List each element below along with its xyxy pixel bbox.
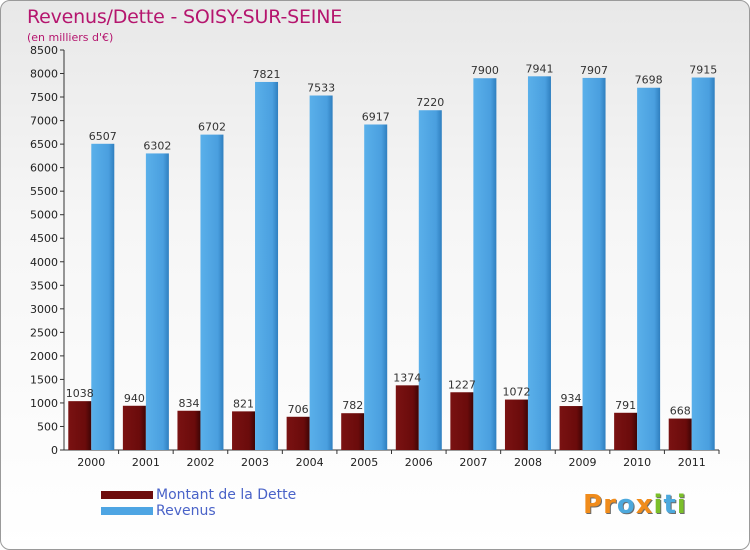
y-tick-label: 7000 [30,115,58,128]
legend-swatch-dette [101,491,153,499]
revenus-bar [418,110,442,450]
data-label: 782 [342,399,363,412]
data-label: 1072 [502,386,530,399]
data-label: 821 [233,397,254,410]
data-label: 7907 [580,64,608,77]
x-tick-label: 2003 [241,456,269,469]
y-tick-label: 5000 [30,209,58,222]
data-label: 6302 [143,139,171,152]
chart-axes: 0 500 1000 1500 2000 2500 3000 3500 4000 4500 5000… [30,44,720,469]
logo-letter: o [616,490,636,520]
logo-letter: i [676,490,687,520]
data-label: 6917 [362,110,390,123]
dette-bar [668,418,692,450]
data-label: 1038 [66,387,94,400]
y-tick-label: 3500 [30,279,58,292]
logo-letter: r [603,490,617,520]
revenus-bar [527,76,551,451]
x-tick-label: 2005 [350,456,378,469]
y-tick-label: 7500 [30,91,58,104]
revenus-bar [200,134,224,451]
y-tick-label: 1500 [30,373,58,386]
data-label: 668 [670,405,691,418]
chart-subtitle: (en milliers d'€) [27,31,114,44]
logo-letter: i [653,490,664,520]
data-label: 791 [615,399,636,412]
x-tick-label: 2006 [405,456,433,469]
data-label: 7821 [253,68,281,81]
data-label: 1374 [393,371,421,384]
y-tick-label: 4500 [30,232,58,245]
y-tick-label: 5500 [30,185,58,198]
y-tick-label: 6500 [30,138,58,151]
x-tick-label: 2007 [459,456,487,469]
x-tick-label: 2008 [514,456,542,469]
data-label: 706 [288,403,309,416]
dette-bar [614,412,638,450]
chart-bars [68,76,715,451]
data-label: 7915 [689,64,717,77]
legend-label-dette: Montant de la Dette [156,487,297,503]
revenus-bar [582,77,606,450]
data-label: 7533 [307,82,335,95]
logo-letter: t [663,490,677,520]
dette-bar [504,399,528,450]
data-label: 934 [561,392,582,405]
dette-bar [286,416,310,450]
dette-bar [177,410,201,450]
y-tick-label: 0 [51,444,58,457]
x-tick-label: 2009 [569,456,597,469]
revenus-bar [473,78,497,450]
data-label: 1227 [448,378,476,391]
dette-bar [341,413,365,450]
dette-bar [450,392,474,450]
x-tick-label: 2011 [678,456,706,469]
dette-bar [122,405,146,450]
y-tick-label: 6000 [30,162,58,175]
y-tick-label: 3000 [30,303,58,316]
legend-label-revenus: Revenus [156,503,216,519]
x-tick-label: 2001 [132,456,160,469]
dette-bar [559,406,583,450]
x-tick-label: 2010 [623,456,651,469]
revenus-bar [364,124,388,451]
y-tick-label: 2000 [30,350,58,363]
y-tick-label: 4000 [30,256,58,269]
chart-labels: 1038 6507 940 6302 834 6702 821 7821 706 7533 782 6… [66,62,717,417]
revenus-bar [309,95,333,450]
data-label: 7220 [416,96,444,109]
logo-letter: P [583,490,604,520]
dette-bar [68,401,92,450]
data-label: 940 [124,392,145,405]
data-label: 6702 [198,121,226,134]
data-label: 7698 [635,74,663,87]
logo-letter: x [635,490,654,520]
data-label: 7941 [525,62,553,75]
data-label: 6507 [89,130,117,143]
proxiti-logo: Proxiti [583,490,687,520]
y-tick-label: 8000 [30,68,58,81]
revenus-bar [637,87,661,450]
x-tick-label: 2004 [296,456,324,469]
x-tick-label: 2000 [77,456,105,469]
revenus-bar [691,77,715,450]
y-tick-label: 8500 [30,44,58,57]
y-tick-label: 500 [37,420,58,433]
y-tick-label: 1000 [30,397,58,410]
dette-bar [395,385,419,450]
chart-title: Revenus/Dette - SOISY-SUR-SEINE [27,6,343,28]
revenus-bar [145,153,169,450]
revenus-bar [255,81,279,450]
revenus-bar [91,143,115,450]
y-tick-label: 2500 [30,326,58,339]
legend-swatch-revenus [101,507,153,515]
data-label: 7900 [471,64,499,77]
dette-bar [232,411,256,450]
x-tick-label: 2002 [186,456,214,469]
data-label: 834 [178,397,199,410]
